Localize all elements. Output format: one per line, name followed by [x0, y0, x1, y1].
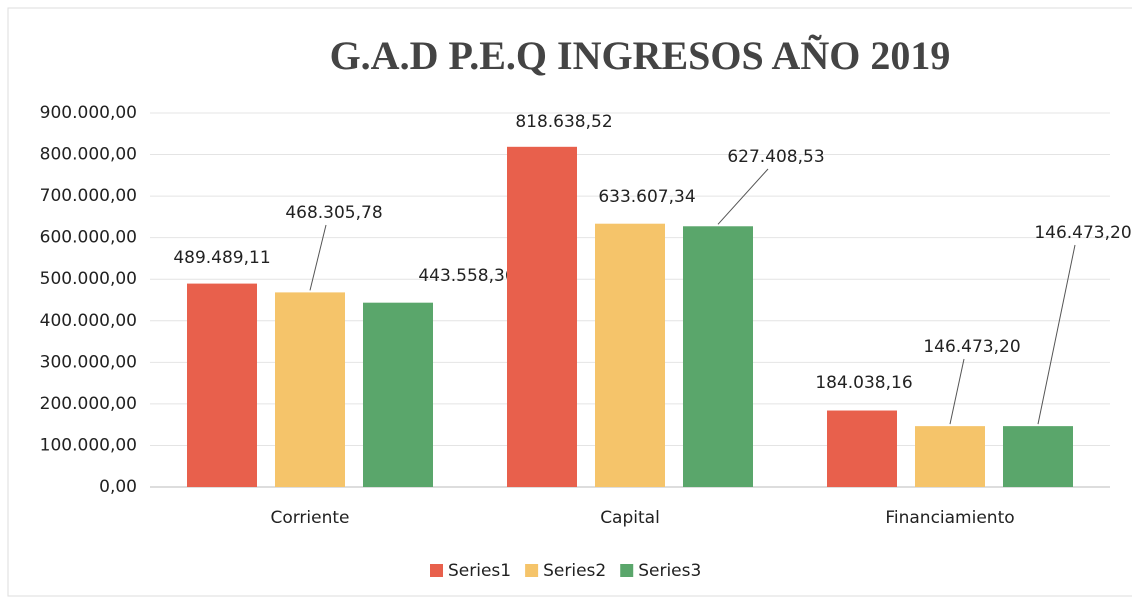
- data-label: 443.558,36: [418, 266, 515, 286]
- bar: [1003, 426, 1073, 487]
- y-tick-label: 800.000,00: [40, 145, 137, 165]
- y-tick-label: 600.000,00: [40, 228, 137, 248]
- chart-border: [7, 7, 1132, 597]
- bar: [595, 223, 665, 488]
- data-label: 633.607,34: [598, 187, 695, 207]
- y-tick-label: 700.000,00: [40, 186, 137, 206]
- leader-line: [717, 168, 769, 225]
- bar: [507, 146, 577, 487]
- bar: [915, 426, 985, 487]
- bar: [827, 410, 897, 487]
- legend-label: Series3: [638, 561, 701, 581]
- data-label: 627.408,53: [727, 147, 824, 167]
- data-label: 468.305,78: [285, 203, 382, 223]
- legend-swatch: [525, 564, 539, 577]
- bar: [187, 283, 257, 487]
- data-label: 489.489,11: [173, 248, 270, 268]
- legend-label: Series2: [543, 561, 606, 581]
- y-tick-label: 300.000,00: [40, 352, 137, 372]
- data-label: 818.638,52: [515, 112, 612, 132]
- data-label: 146.473,20: [1034, 223, 1131, 243]
- chart-title: G.A.D P.E.Q INGRESOS AÑO 2019: [330, 33, 951, 78]
- y-tick-label: 900.000,00: [40, 103, 137, 123]
- x-tick-label: Capital: [600, 508, 660, 528]
- bar: [275, 292, 345, 487]
- y-tick-label: 200.000,00: [40, 394, 137, 414]
- y-tick-label: 0,00: [99, 477, 137, 497]
- legend-swatch: [620, 564, 634, 577]
- data-label: 184.038,16: [815, 373, 912, 393]
- x-tick-label: Corriente: [270, 508, 349, 528]
- data-label: 146.473,20: [923, 337, 1020, 357]
- leader-line: [1037, 244, 1076, 425]
- legend-label: Series1: [448, 561, 511, 581]
- legend-swatch: [430, 564, 443, 577]
- x-tick-label: Financiamiento: [885, 508, 1014, 528]
- y-tick-label: 500.000,00: [40, 269, 137, 289]
- y-tick-label: 400.000,00: [40, 311, 137, 331]
- leader-line: [309, 224, 327, 291]
- bar: [363, 302, 433, 487]
- y-tick-label: 100.000,00: [40, 435, 137, 455]
- leader-line: [949, 358, 965, 425]
- bar: [683, 226, 753, 487]
